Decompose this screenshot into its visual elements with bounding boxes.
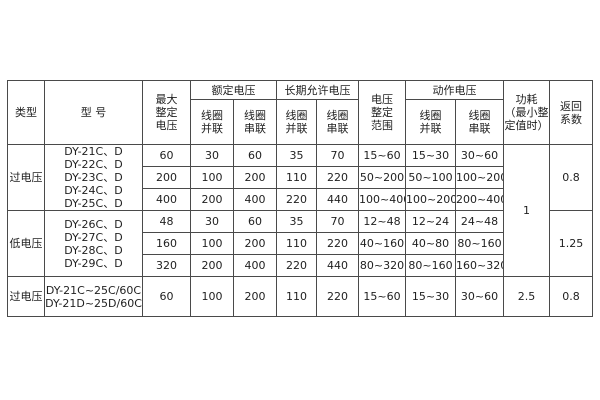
header-sub-row: 线圈 并联 线圈 串联 线圈 并联 线圈 串联 线圈 并联 线圈 串联 [8, 99, 593, 145]
value-cell: 60 [233, 144, 277, 167]
header-operating-coil-series: 线圈 串联 [455, 99, 504, 145]
value-cell: 50~100 [405, 166, 456, 189]
model-cell-group2: DY-26C、D DY-27C、D DY-28C、D DY-29C、D [44, 210, 143, 277]
header-rated-voltage-group: 额定电压 [190, 80, 277, 100]
value-cell: 100~200 [455, 166, 504, 189]
relay-spec-table: 类型 型 号 最大 整定 电压 额定电压 长期允许电压 电压 整定 范围 动作电… [7, 80, 593, 317]
value-cell: 200 [233, 166, 277, 189]
value-cell: 320 [142, 254, 191, 277]
table-row: 160 100 200 110 220 40~160 40~80 80~160 [8, 232, 593, 255]
value-cell: 70 [316, 210, 359, 233]
value-cell: 220 [316, 276, 359, 317]
value-cell: 400 [142, 188, 191, 211]
value-cell: 200 [190, 254, 234, 277]
header-rated-coil-parallel: 线圈 并联 [190, 99, 234, 145]
header-longterm-coil-series: 线圈 串联 [316, 99, 359, 145]
return-coef-cell-group3: 0.8 [549, 276, 593, 317]
value-cell: 100 [190, 276, 234, 317]
value-cell: 440 [316, 254, 359, 277]
value-cell: 100~200 [405, 188, 456, 211]
value-cell: 24~48 [455, 210, 504, 233]
value-cell: 100~400 [358, 188, 406, 211]
value-cell: 200 [233, 232, 277, 255]
table-row: 320 200 400 220 440 80~320 80~160 160~32… [8, 254, 593, 277]
value-cell: 15~30 [405, 276, 456, 317]
value-cell: 160 [142, 232, 191, 255]
value-cell: 220 [316, 232, 359, 255]
value-cell: 30 [190, 210, 234, 233]
value-cell: 200~400 [455, 188, 504, 211]
type-cell-overvoltage: 过电压 [7, 144, 45, 211]
value-cell: 15~60 [358, 144, 406, 167]
header-model: 型 号 [44, 80, 143, 145]
value-cell: 30~60 [455, 276, 504, 317]
value-cell: 40~160 [358, 232, 406, 255]
value-cell: 12~48 [358, 210, 406, 233]
header-longterm-coil-parallel: 线圈 并联 [276, 99, 317, 145]
value-cell: 220 [276, 254, 317, 277]
value-cell: 30~60 [455, 144, 504, 167]
power-cell-group3: 2.5 [503, 276, 550, 317]
value-cell: 15~30 [405, 144, 456, 167]
value-cell: 200 [233, 276, 277, 317]
value-cell: 80~320 [358, 254, 406, 277]
value-cell: 110 [276, 166, 317, 189]
model-cell-group3: DY-21C~25C/60C DY-21D~25D/60C [44, 276, 143, 317]
value-cell: 35 [276, 210, 317, 233]
header-return-coefficient: 返回 系数 [549, 80, 593, 145]
type-cell-undervoltage: 低电压 [7, 210, 45, 277]
value-cell: 80~160 [455, 232, 504, 255]
value-cell: 220 [276, 188, 317, 211]
value-cell: 400 [233, 188, 277, 211]
table-row: 400 200 400 220 440 100~400 100~200 200~… [8, 188, 593, 211]
value-cell: 50~200 [358, 166, 406, 189]
value-cell: 60 [142, 144, 191, 167]
return-coef-cell-group2: 1.25 [549, 210, 593, 277]
value-cell: 440 [316, 188, 359, 211]
value-cell: 40~80 [405, 232, 456, 255]
header-voltage-setting-range: 电压 整定 范围 [358, 80, 406, 145]
value-cell: 12~24 [405, 210, 456, 233]
header-group-row: 类型 型 号 最大 整定 电压 额定电压 长期允许电压 电压 整定 范围 动作电… [7, 80, 593, 145]
header-max-setting-voltage: 最大 整定 电压 [142, 80, 191, 145]
table-row: 低电压 DY-26C、D DY-27C、D DY-28C、D DY-29C、D … [7, 210, 593, 277]
value-cell: 80~160 [405, 254, 456, 277]
power-cell-groups-1-2: 1 [503, 144, 550, 277]
model-cell-group1: DY-21C、D DY-22C、D DY-23C、D DY-24C、D DY-2… [44, 144, 143, 211]
value-cell: 100 [190, 166, 234, 189]
value-cell: 400 [233, 254, 277, 277]
value-cell: 110 [276, 232, 317, 255]
header-power-consumption: 功耗 （最小整 定值时） [503, 80, 550, 145]
header-operating-voltage-group: 动作电压 [405, 80, 504, 100]
header-type: 类型 [7, 80, 45, 145]
value-cell: 15~60 [358, 276, 406, 317]
value-cell: 48 [142, 210, 191, 233]
header-rated-coil-series: 线圈 串联 [233, 99, 277, 145]
table-row: 过电压 DY-21C~25C/60C DY-21D~25D/60C 60 100… [7, 276, 593, 317]
value-cell: 60 [142, 276, 191, 317]
value-cell: 60 [233, 210, 277, 233]
header-long-term-voltage-group: 长期允许电压 [276, 80, 359, 100]
type-cell-overvoltage-combined: 过电压 [7, 276, 45, 317]
value-cell: 70 [316, 144, 359, 167]
header-operating-coil-parallel: 线圈 并联 [405, 99, 456, 145]
value-cell: 200 [142, 166, 191, 189]
value-cell: 35 [276, 144, 317, 167]
value-cell: 100 [190, 232, 234, 255]
value-cell: 30 [190, 144, 234, 167]
value-cell: 220 [316, 166, 359, 189]
return-coef-cell-group1: 0.8 [549, 144, 593, 211]
value-cell: 160~320 [455, 254, 504, 277]
value-cell: 110 [276, 276, 317, 317]
value-cell: 200 [190, 188, 234, 211]
table-row: 过电压 DY-21C、D DY-22C、D DY-23C、D DY-24C、D … [7, 144, 593, 277]
